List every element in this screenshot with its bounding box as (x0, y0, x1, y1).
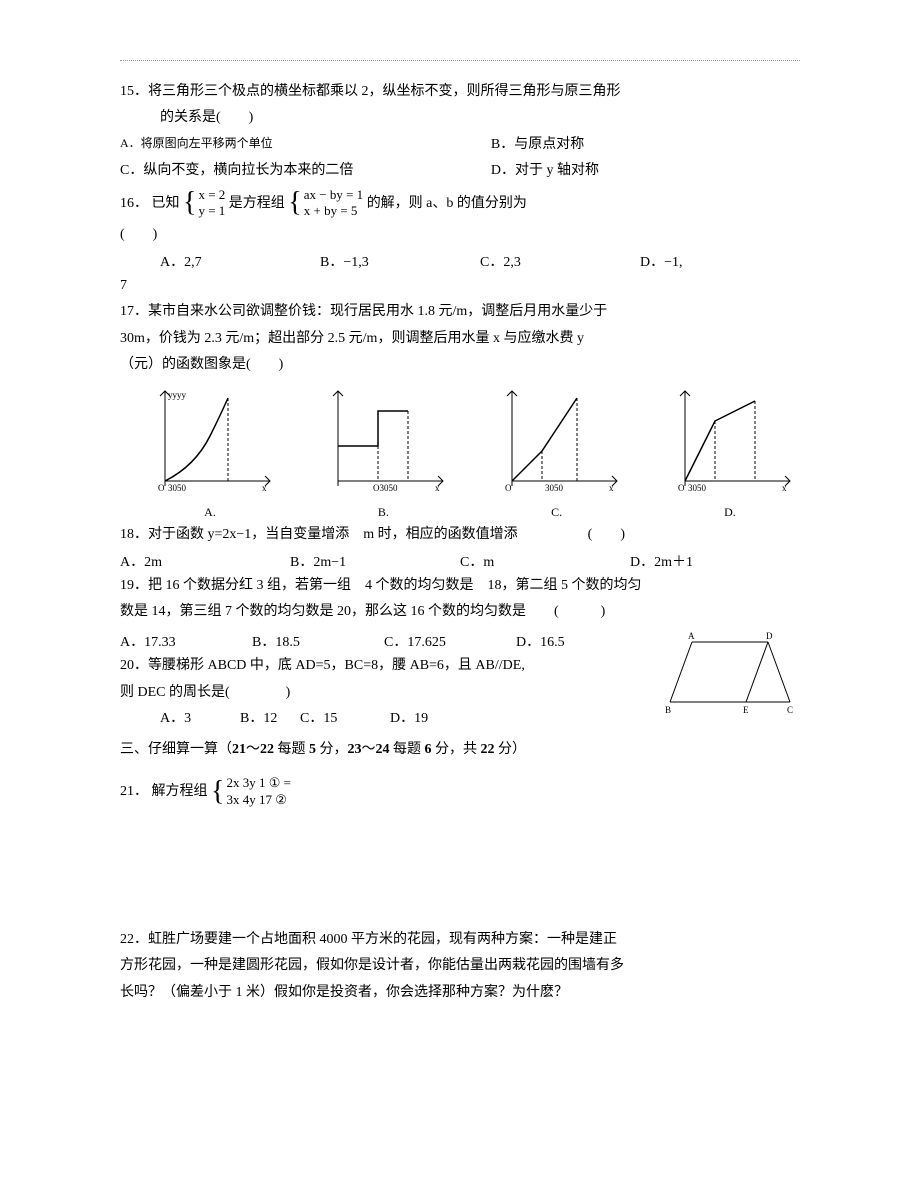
x-label: x (262, 483, 267, 493)
q19-l2: 数是 14，第三组 7 个数的均匀数是 20，那么这 16 个数的均匀数是 ( … (120, 601, 800, 623)
tick-label: 3050 (688, 483, 707, 493)
q16-post: 的解，则 a、b 的值分别为 (367, 196, 527, 211)
q18-num: 18． (120, 527, 148, 542)
q19-c: C．17.625 (384, 631, 516, 651)
q21-stem: 21． 解方程组 { 2x 3y 1 ① = 3x 4y 17 ② (120, 775, 800, 809)
q19-d: D．16.5 (516, 631, 648, 651)
vertex-b: B (665, 705, 671, 715)
q15-num: 15． (120, 84, 148, 99)
q21-num: 21． (120, 784, 148, 799)
q16-c: C．2,3 (480, 251, 640, 271)
q22-l2: 方形花园，一种是建圆形花园，假如你是设计者，你能估量出两栽花园的围墙有多 (120, 955, 800, 977)
brace-icon: { (211, 778, 224, 806)
origin-label: O (158, 483, 165, 493)
q17-l2: 30m，价钱为 2.3 元/m；超出部分 2.5 元/m，则调整后用水量 x 与… (120, 328, 800, 350)
section3-heading: 三、仔细算一算（21～22 每题 5 分，23～24 每题 6 分，共 22 分… (120, 739, 800, 761)
q15-a: A．将原图向左平移两个单位 (120, 134, 491, 156)
y-label: yyyy (168, 390, 187, 400)
q18-stem: 18．对于函数 y=2x−1，当自变量增添 m 时，相应的函数值增添 ( ) (120, 524, 800, 546)
q20-c: C．15 (300, 708, 390, 730)
vertex-d: D (766, 631, 773, 641)
q19-a: A．17.33 (120, 631, 252, 651)
q22-num: 22． (120, 932, 148, 947)
q18-choices: A．2m B．2m−1 C．m D．2m＋1 (120, 551, 800, 571)
q20-b: B．12 (240, 708, 300, 730)
q15-b: B．与原点对称 (491, 134, 800, 156)
q20-d: D．19 (390, 708, 428, 730)
q20-a: A．3 (160, 708, 240, 730)
trapezoid-figure: A D B E C (660, 627, 800, 722)
q16-brace2: { ax − by = 1 x + by = 5 (288, 187, 363, 221)
q16-stem: 16． 已知 { x = 2 y = 1 是方程组 { ax − by = 1 … (120, 187, 800, 221)
q22-l1: 22．虹胜广场要建一个占地面积 4000 平方米的花园，现有两种方案：一种是建正 (120, 929, 800, 951)
q18-c: C．m (460, 551, 630, 571)
q15-c: C．纵向不变，横向拉长为本来的二倍 (120, 160, 491, 182)
graph-b-label: B. (313, 505, 453, 520)
origin-label: O (678, 483, 685, 493)
q16-brace1: { x = 2 y = 1 (183, 187, 225, 221)
tick-label: 3050 (545, 483, 564, 493)
q16-mid: 是方程组 (229, 196, 285, 211)
q21-brace: { 2x 3y 1 ① = 3x 4y 17 ② (211, 775, 291, 809)
graph-a: yyyy O 3050 x A. (140, 386, 280, 520)
q15-d: D．对于 y 轴对称 (491, 160, 800, 182)
vertex-a: A (688, 631, 695, 641)
q16-eq1a: x = 2 (198, 187, 225, 204)
q20-num: 20． (120, 658, 148, 673)
q19-l1: 19．把 16 个数据分红 3 组，若第一组 4 个数的均匀数是 18，第二组 … (120, 575, 800, 597)
origin-label: O (505, 483, 512, 493)
graph-d: O 3050 x D. (660, 386, 800, 520)
q18-b: B．2m−1 (290, 551, 460, 571)
vertex-c: C (787, 705, 793, 715)
q21-eq2: 3x 4y 17 ② (226, 792, 291, 809)
vertex-e: E (743, 705, 749, 715)
brace-icon: { (183, 189, 196, 217)
tick-label: O3050 (373, 483, 398, 493)
q19-num: 19． (120, 578, 148, 593)
q16-eq2b: x + by = 5 (304, 203, 363, 220)
x-label: x (435, 483, 440, 493)
q16-paren: ( ) (120, 224, 800, 246)
tick-label: 3050 (168, 483, 187, 493)
q21-text: 解方程组 (152, 784, 208, 799)
x-label: x (609, 483, 614, 493)
q15-row1: A．将原图向左平移两个单位 B．与原点对称 (120, 134, 800, 156)
graph-c-label: C. (487, 505, 627, 520)
q21-eq1: 2x 3y 1 ① = (226, 775, 291, 792)
q18-a: A．2m (120, 551, 290, 571)
q16-eq2a: ax − by = 1 (304, 187, 363, 204)
q17-l1: 17．某市自来水公司欲调整价钱：现行居民用水 1.8 元/m，调整后月用水量少于 (120, 301, 800, 323)
q18-d: D．2m＋1 (630, 551, 800, 571)
q16-d: D．−1, (640, 251, 800, 271)
graph-a-label: A. (140, 505, 280, 520)
q17-l3: （元）的函数图象是( ) (120, 354, 800, 376)
q15-row2: C．纵向不变，横向拉长为本来的二倍 D．对于 y 轴对称 (120, 160, 800, 182)
x-label: x (782, 483, 787, 493)
q19-b: B．18.5 (252, 631, 384, 651)
q22-l3: 长吗？（偏差小于 1 米）假如你是投资者，你会选择那种方案？为什麽？ (120, 982, 800, 1004)
q16-eq1b: y = 1 (198, 203, 225, 220)
page-divider (120, 60, 800, 61)
q16-d2: 7 (120, 275, 800, 297)
brace-icon: { (288, 189, 301, 217)
q15-stem2: 的关系是( ) (120, 107, 800, 129)
q20-block: A D B E C A．17.33 B．18.5 C．17.625 D．16.5… (120, 627, 800, 734)
q16-b: B．−1,3 (320, 251, 480, 271)
q15-stem1: 15．将三角形三个极点的横坐标都乘以 2，纵坐标不变，则所得三角形与原三角形 (120, 81, 800, 103)
graph-d-label: D. (660, 505, 800, 520)
graph-c: O 3050 x C. (487, 386, 627, 520)
q16-a: A．2,7 (160, 251, 320, 271)
graph-b: O3050 x B. (313, 386, 453, 520)
q19-choices: A．17.33 B．18.5 C．17.625 D．16.5 (120, 631, 648, 651)
q17-num: 17． (120, 304, 148, 319)
q16-num: 16． (120, 196, 148, 211)
q16-choices: A．2,7 B．−1,3 C．2,3 D．−1, (120, 251, 800, 271)
q17-graphs: yyyy O 3050 x A. O3050 x B. (140, 386, 800, 520)
q16-pre: 已知 (152, 196, 180, 211)
